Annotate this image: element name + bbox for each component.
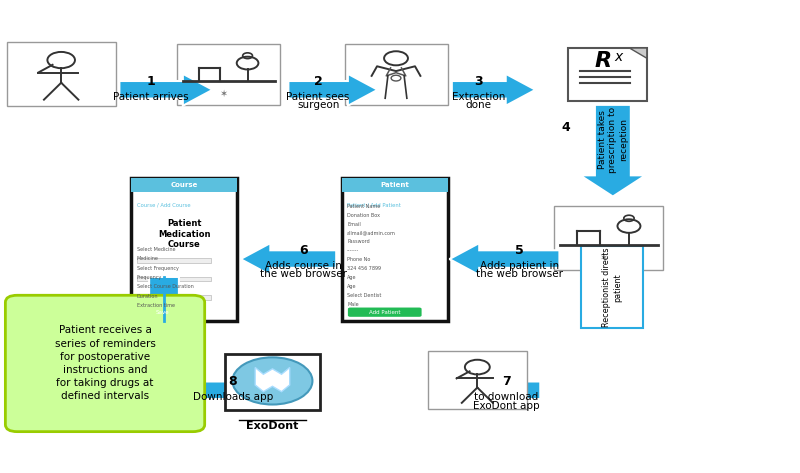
Text: Course / Add Course: Course / Add Course [137, 202, 190, 208]
Text: Patient receives a
series of reminders
for postoperative
instructions and
for ta: Patient receives a series of reminders f… [54, 325, 155, 402]
Text: to download: to download [474, 392, 538, 402]
FancyBboxPatch shape [137, 258, 211, 263]
Text: Course: Course [170, 182, 198, 188]
Text: done: done [466, 100, 492, 110]
FancyBboxPatch shape [137, 277, 211, 281]
Text: Select Medicine: Select Medicine [137, 247, 175, 252]
Text: 4: 4 [562, 121, 570, 134]
Text: x: x [614, 50, 623, 64]
Text: 5: 5 [515, 244, 524, 257]
FancyBboxPatch shape [568, 48, 647, 100]
FancyBboxPatch shape [581, 246, 643, 328]
Polygon shape [137, 277, 191, 333]
Text: 324 456 7899: 324 456 7899 [347, 266, 381, 271]
Text: Save: Save [155, 310, 169, 315]
Text: Phone No: Phone No [347, 257, 370, 262]
Text: Extraction: Extraction [452, 92, 506, 102]
Text: ExoDont: ExoDont [246, 421, 298, 431]
Text: ✶: ✶ [219, 88, 227, 98]
Text: the web browser: the web browser [476, 270, 563, 280]
FancyBboxPatch shape [177, 44, 280, 105]
Text: Age: Age [347, 284, 357, 289]
Text: 6: 6 [299, 244, 308, 257]
FancyBboxPatch shape [348, 307, 422, 317]
Text: Adds patient in: Adds patient in [480, 261, 559, 271]
Text: surgeon: surgeon [297, 100, 339, 110]
Text: Select Frequency: Select Frequency [137, 265, 178, 271]
Text: Select Course Duration: Select Course Duration [137, 284, 194, 289]
FancyBboxPatch shape [131, 178, 238, 321]
Text: Patient Name: Patient Name [347, 204, 380, 209]
FancyBboxPatch shape [554, 206, 663, 270]
FancyBboxPatch shape [342, 178, 448, 192]
Text: R: R [595, 51, 612, 71]
FancyBboxPatch shape [342, 178, 448, 321]
Text: Patient sees: Patient sees [286, 92, 350, 102]
Text: ExoDont app: ExoDont app [474, 401, 540, 411]
Text: Add Patient: Add Patient [369, 310, 401, 315]
Polygon shape [255, 368, 290, 392]
Text: allmail@admin.com: allmail@admin.com [347, 230, 396, 236]
FancyBboxPatch shape [428, 351, 526, 409]
FancyBboxPatch shape [345, 44, 447, 105]
Text: Medicine: Medicine [137, 256, 158, 261]
Polygon shape [241, 243, 336, 275]
Text: Male: Male [347, 302, 358, 307]
FancyBboxPatch shape [225, 354, 320, 411]
FancyBboxPatch shape [6, 42, 116, 106]
Text: Age: Age [347, 275, 357, 280]
FancyBboxPatch shape [137, 296, 211, 300]
FancyBboxPatch shape [6, 295, 205, 432]
Polygon shape [630, 48, 647, 58]
Polygon shape [450, 243, 559, 275]
Circle shape [233, 357, 313, 404]
Text: 2: 2 [314, 75, 322, 88]
Text: -------: ------- [347, 248, 359, 254]
Polygon shape [119, 74, 213, 106]
Text: 3: 3 [474, 75, 483, 88]
Text: Extraction time: Extraction time [137, 303, 174, 308]
Text: Downloads app: Downloads app [193, 392, 273, 402]
Text: Adds course in: Adds course in [265, 261, 342, 271]
Text: Patient arrives: Patient arrives [114, 92, 189, 102]
Text: Receptionist directs
patient: Receptionist directs patient [602, 247, 622, 327]
Text: Duration: Duration [137, 294, 158, 298]
Text: 7: 7 [502, 376, 511, 388]
Text: Donation Box: Donation Box [347, 213, 380, 218]
Polygon shape [173, 374, 263, 406]
Text: 8: 8 [229, 376, 237, 388]
Text: Patient: Patient [380, 182, 410, 188]
Text: Patient / Add Patient: Patient / Add Patient [347, 202, 401, 208]
Polygon shape [288, 74, 378, 106]
Text: Patient
Medication
Course: Patient Medication Course [158, 219, 210, 249]
Polygon shape [443, 374, 540, 406]
Text: Select Dentist: Select Dentist [347, 293, 382, 298]
FancyBboxPatch shape [131, 178, 238, 192]
Text: ✶: ✶ [599, 253, 607, 263]
FancyBboxPatch shape [139, 307, 185, 317]
Text: the web browser: the web browser [260, 270, 346, 280]
Polygon shape [580, 105, 646, 196]
Text: Patient takes
prescription to
reception: Patient takes prescription to reception [598, 106, 628, 173]
Text: Password: Password [347, 239, 370, 245]
Polygon shape [452, 74, 535, 106]
Text: Frequency: Frequency [137, 275, 162, 280]
Text: Email: Email [347, 222, 361, 227]
Text: 1: 1 [146, 75, 155, 88]
